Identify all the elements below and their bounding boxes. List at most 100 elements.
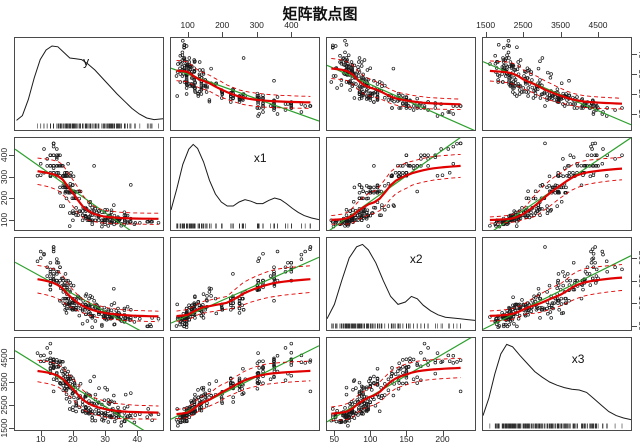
spread-line-lower: [37, 183, 159, 225]
density-panel-y: y: [14, 37, 164, 131]
scatter-points: [329, 141, 463, 229]
axis-tick: [632, 54, 637, 55]
spread-line-upper: [489, 264, 623, 312]
axis-tick-label: 1500: [476, 20, 496, 30]
scatter-points: [174, 39, 313, 118]
axis-tick: [632, 94, 637, 95]
axis-tick-label: 150: [399, 434, 414, 444]
diagonal-variable-label: y: [83, 55, 89, 69]
axis-tick: [105, 431, 107, 436]
axis-tick: [523, 32, 525, 37]
rug-plot: [489, 423, 623, 429]
axis-tick: [632, 325, 637, 327]
axis-tick-label: 4500: [588, 20, 608, 30]
panel-grid: y x1 x2 x3 100 200 300 400 1500 2500 3500 4500 10 20 3…: [0, 20, 640, 444]
spread-line-upper: [37, 264, 159, 312]
axis-tick-label: 200: [215, 20, 230, 30]
scatter-points: [35, 341, 161, 428]
axis-tick: [72, 431, 74, 436]
scatter-panel-x1-vs-y: [14, 137, 164, 231]
axis-tick: [442, 431, 444, 436]
scatter-points: [329, 341, 463, 428]
spread-line-lower: [37, 292, 159, 323]
axis-tick: [222, 32, 224, 37]
axis-tick: [9, 381, 14, 383]
linear-fit-line: [15, 350, 145, 430]
lowess-smooth-line: [176, 69, 311, 104]
spread-line-upper: [176, 265, 311, 312]
axis-tick: [9, 428, 14, 430]
scatter-panel-y-vs-x2: [326, 37, 476, 131]
scatter-panel-x3-vs-x1: [170, 337, 320, 431]
axis-tick: [598, 32, 600, 37]
scatter-panel-x1-vs-x3: [482, 137, 632, 231]
spread-line-lower: [331, 176, 461, 225]
axis-tick-label: 3500: [551, 20, 570, 30]
axis-tick: [40, 431, 42, 436]
axis-tick: [632, 74, 637, 75]
density-panel-x2: x2: [326, 237, 476, 331]
spread-line-lower: [176, 380, 311, 420]
lowess-smooth-line: [37, 369, 159, 414]
axis-tick: [632, 280, 637, 282]
spread-line-upper: [489, 157, 623, 218]
scatter-points: [488, 39, 624, 118]
scatter-points: [488, 141, 624, 229]
scatter-panel-x3-vs-y: [14, 337, 164, 431]
axis-tick: [9, 155, 14, 157]
rug-plot: [331, 323, 461, 329]
spread-line-lower: [489, 179, 623, 224]
axis-tick: [560, 32, 562, 37]
rug-plot: [176, 223, 311, 229]
spread-line-upper: [37, 359, 159, 407]
scatter-points: [174, 341, 313, 428]
axis-tick: [291, 32, 293, 37]
scatter-points: [329, 39, 463, 118]
lowess-smooth-line: [37, 170, 159, 220]
linear-fit-line: [171, 256, 319, 324]
linear-fit-line: [15, 148, 131, 230]
chart-title: 矩阵散点图: [282, 6, 358, 23]
axis-tick: [256, 32, 258, 37]
spread-line-lower: [37, 381, 159, 420]
axis-tick-label: 200: [435, 434, 450, 444]
axis-tick: [137, 431, 139, 436]
lowess-smooth-line: [331, 366, 461, 415]
axis-tick: [632, 114, 637, 115]
density-panel-x1: x1: [170, 137, 320, 231]
linear-fit-line: [327, 64, 475, 130]
scatter-panel-x3-vs-x2: [326, 337, 476, 431]
axis-tick: [632, 258, 637, 260]
axis-tick-label: 4500: [0, 349, 9, 368]
axis-tick-label: 400: [284, 20, 299, 30]
spread-line-lower: [489, 80, 623, 110]
scatter-points: [35, 141, 161, 229]
scatter-panel-x1-vs-x2: [326, 137, 476, 231]
axis-tick-label: 400: [0, 148, 9, 163]
spread-line-lower: [176, 80, 311, 109]
scatter-panel-y-vs-x3: [482, 37, 632, 131]
axis-tick-label: 2500: [513, 20, 533, 30]
scatter-points: [174, 245, 313, 330]
spread-line-lower: [489, 290, 623, 322]
scatter-panel-x2-vs-y: [14, 237, 164, 331]
lowess-smooth-line: [489, 276, 623, 317]
scatter-panel-y-vs-x1: [170, 37, 320, 131]
diagonal-variable-label: x3: [572, 352, 585, 366]
scatter-panel-x2-vs-x1: [170, 237, 320, 331]
diagonal-variable-label: x1: [254, 151, 267, 165]
lowess-smooth-line: [489, 69, 623, 105]
spread-line-upper: [331, 58, 461, 100]
density-panel-x3: x3: [482, 337, 632, 431]
axis-tick: [187, 32, 189, 37]
spread-line-upper: [176, 59, 311, 97]
lowess-smooth-line: [331, 67, 461, 106]
axis-tick: [9, 405, 14, 407]
linear-fit-line: [327, 338, 472, 423]
linear-fit-line: [483, 255, 631, 330]
diagonal-variable-label: x2: [410, 252, 423, 266]
axis-tick: [406, 431, 408, 436]
spread-line-upper: [331, 153, 461, 217]
axis-tick: [9, 358, 14, 360]
axis-tick: [9, 219, 14, 221]
